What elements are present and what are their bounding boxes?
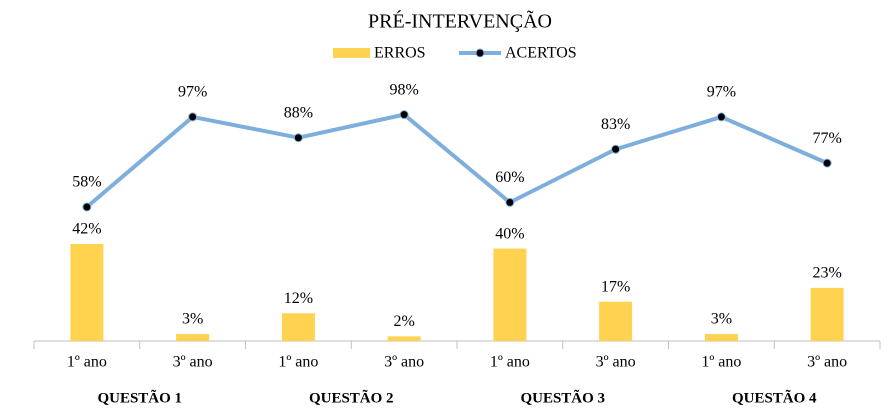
bar	[387, 336, 421, 341]
data-label: 3%	[182, 311, 203, 328]
x-tick-label: 3º ano	[173, 354, 213, 371]
bar	[704, 334, 738, 341]
legend-swatch	[333, 48, 370, 58]
line-marker	[399, 110, 409, 120]
data-label: 97%	[707, 84, 736, 101]
data-label: 40%	[495, 225, 524, 242]
line-marker	[716, 112, 726, 122]
line-marker	[505, 197, 515, 207]
data-label: 98%	[389, 81, 418, 98]
legend-marker	[475, 48, 485, 58]
line-marker	[822, 158, 832, 168]
bar	[493, 248, 527, 341]
x-tick-label: 1º ano	[67, 354, 107, 371]
data-label: 12%	[284, 290, 313, 307]
line	[85, 112, 828, 209]
group-label: QUESTÃO 3	[520, 388, 605, 406]
line-marker	[188, 112, 198, 122]
group-label: QUESTÃO 1	[97, 388, 182, 406]
legend-label: ERROS	[374, 45, 426, 62]
line-marker	[82, 202, 92, 212]
data-label: 58%	[72, 174, 101, 191]
bar	[281, 313, 315, 341]
x-tick-label: 3º ano	[384, 354, 424, 371]
legend-label: ACERTOS	[505, 45, 577, 62]
bar	[810, 287, 844, 341]
data-label: 60%	[495, 169, 524, 186]
data-label: 97%	[178, 84, 207, 101]
x-tick-label: 1º ano	[278, 354, 318, 371]
bar	[599, 301, 633, 341]
data-label: 23%	[812, 265, 841, 282]
line-marker	[611, 144, 621, 154]
data-label: 77%	[812, 130, 841, 147]
bar	[70, 243, 104, 341]
data-label: 3%	[711, 311, 732, 328]
group-label: QUESTÃO 4	[732, 388, 817, 406]
x-tick-label: 1º ano	[701, 354, 741, 371]
chart-title: PRÉ-INTERVENÇÃO	[368, 9, 552, 33]
x-tick-label: 1º ano	[490, 354, 530, 371]
data-label: 2%	[393, 313, 414, 330]
data-label: 88%	[284, 104, 313, 121]
x-tick-label: 3º ano	[807, 354, 847, 371]
data-label: 42%	[72, 221, 101, 238]
data-label: 83%	[601, 116, 630, 133]
x-tick-label: 3º ano	[596, 354, 636, 371]
data-label: 17%	[601, 278, 630, 295]
line-marker	[293, 133, 303, 143]
group-label: QUESTÃO 2	[309, 388, 394, 406]
bar	[176, 334, 210, 341]
